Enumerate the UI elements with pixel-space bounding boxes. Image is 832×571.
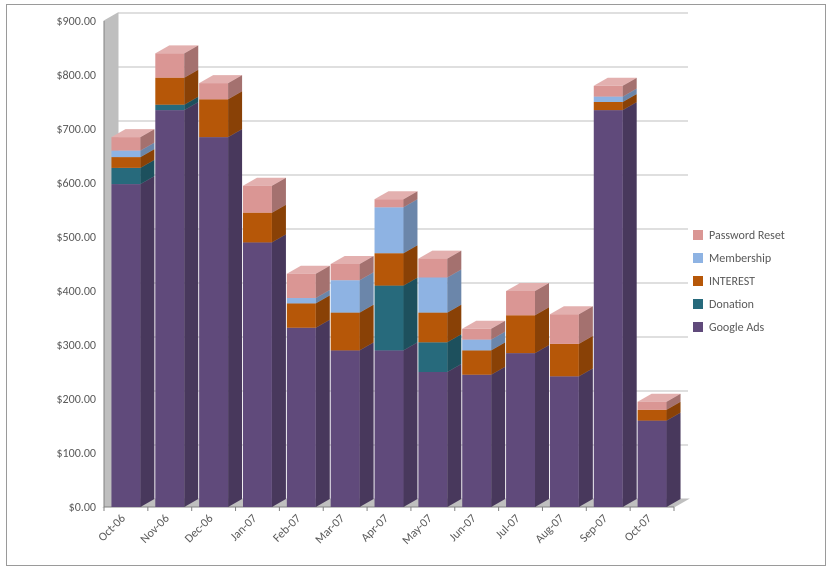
x-tick-label: Dec-06 bbox=[182, 512, 216, 546]
x-tick-label: Oct-07 bbox=[622, 512, 655, 545]
legend-label: Password Reset bbox=[709, 229, 785, 243]
legend-swatch bbox=[693, 299, 703, 309]
y-tick-label: $400.00 bbox=[56, 285, 96, 299]
legend-label: Membership bbox=[709, 252, 771, 266]
legend-swatch bbox=[693, 253, 703, 263]
x-tick-label: Jun-07 bbox=[447, 512, 480, 545]
legend-swatch bbox=[693, 322, 703, 332]
y-tick-label: $800.00 bbox=[56, 69, 96, 83]
x-tick-label: Feb-07 bbox=[271, 512, 305, 546]
x-tick-label: Jul-07 bbox=[493, 512, 523, 542]
y-tick-label: $900.00 bbox=[56, 15, 96, 29]
chart-border: $0.00 $100.00 $200.00 $300.00 $400.00 $500.00… bbox=[6, 4, 826, 566]
legend-swatch bbox=[693, 276, 703, 286]
x-tick-label: May-07 bbox=[400, 512, 436, 548]
y-tick-label: $200.00 bbox=[56, 393, 96, 407]
y-tick-label: $300.00 bbox=[56, 339, 96, 353]
y-tick-label: $0.00 bbox=[69, 501, 96, 515]
y-tick-label: $500.00 bbox=[56, 231, 96, 245]
stacked-bar-chart: $0.00 $100.00 $200.00 $300.00 $400.00 $500.00… bbox=[13, 9, 832, 571]
legend-label: Donation bbox=[709, 298, 754, 312]
legend-swatch bbox=[693, 230, 703, 240]
legend-label: Google Ads bbox=[709, 321, 765, 335]
x-tick-label: Nov-06 bbox=[138, 512, 173, 547]
y-tick-label: $600.00 bbox=[56, 177, 96, 191]
x-tick-label: Mar-07 bbox=[313, 512, 348, 547]
x-tick-label: Apr-07 bbox=[359, 512, 392, 545]
x-tick-label: Jan-07 bbox=[228, 512, 260, 544]
x-tick-label: Oct-06 bbox=[96, 512, 129, 545]
x-tick-label: Sep-07 bbox=[577, 512, 611, 546]
legend-label: INTEREST bbox=[709, 275, 755, 289]
x-tick-label: Aug-07 bbox=[533, 512, 567, 546]
chart-frame: $0.00 $100.00 $200.00 $300.00 $400.00 $500.00… bbox=[0, 0, 832, 570]
y-tick-label: $700.00 bbox=[56, 123, 96, 137]
y-tick-label: $100.00 bbox=[56, 447, 96, 461]
